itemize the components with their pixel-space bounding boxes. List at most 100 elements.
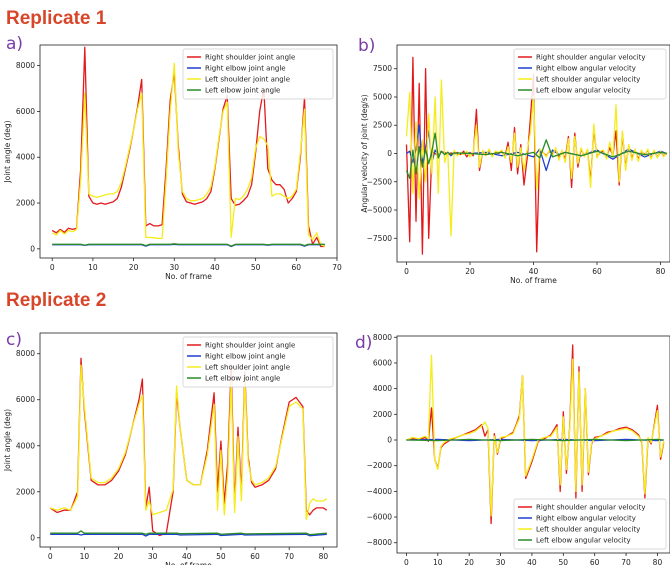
x-tick-label: 10 <box>433 558 443 565</box>
x-tick-label: 40 <box>210 263 220 272</box>
x-tick-label: 0 <box>404 267 409 276</box>
legend-label: Left elbow joint angle <box>205 87 280 95</box>
y-tick-label: 0 <box>30 533 35 542</box>
x-tick-label: 0 <box>404 558 409 565</box>
plot-frame <box>39 44 338 259</box>
series-group <box>49 357 328 537</box>
series-line-3 <box>51 62 326 248</box>
panel-c-label: c) <box>6 330 22 350</box>
x-tick-label: 10 <box>88 263 98 272</box>
x-tick-label: 20 <box>465 267 475 276</box>
x-axis-label: No. of frame <box>165 561 212 565</box>
series-line-4 <box>405 132 667 180</box>
y-tick-label: 6000 <box>373 358 392 367</box>
y-tick-label: −2500 <box>367 177 393 186</box>
x-tick-label: 10 <box>80 552 90 561</box>
x-tick-label: 20 <box>129 263 139 272</box>
x-tick-label: 70 <box>284 552 294 561</box>
y-tick-label: 4000 <box>16 441 35 450</box>
y-tick-label: −7500 <box>367 234 393 243</box>
y-tick-label: −6000 <box>367 513 393 522</box>
legend-label: Right elbow angular velocity <box>536 515 636 523</box>
x-tick-label: 50 <box>251 263 261 272</box>
series-line-4 <box>406 438 664 442</box>
plot-frame <box>39 332 338 548</box>
y-tick-label: 8000 <box>16 61 35 70</box>
replicate-2-title: Replicate 2 <box>6 290 107 311</box>
legend-box <box>182 48 334 100</box>
plot-frame <box>396 335 670 554</box>
x-tick-label: 0 <box>48 552 53 561</box>
y-tick-label: 0 <box>30 244 35 253</box>
x-tick-label: 80 <box>319 552 329 561</box>
legend-label: Right elbow angular velocity <box>536 65 636 73</box>
series-line-3 <box>406 354 665 517</box>
x-tick-label: 0 <box>50 263 55 272</box>
legend-label: Left elbow angular velocity <box>536 87 631 95</box>
x-tick-label: 40 <box>527 558 537 565</box>
replicate-1-title: Replicate 1 <box>6 8 107 29</box>
x-tick-label: 30 <box>148 552 158 561</box>
y-tick-label: 6000 <box>16 107 35 116</box>
series-line-1 <box>51 46 325 248</box>
x-axis-label: No. of frame <box>165 272 212 281</box>
legend-label: Right elbow joint angle <box>205 65 286 73</box>
x-axis-label: No. of frame <box>510 276 557 285</box>
y-tick-label: 0 <box>387 436 392 445</box>
x-tick-label: 30 <box>496 558 506 565</box>
y-tick-label: 2500 <box>373 121 392 130</box>
y-tick-label: 4000 <box>373 384 392 393</box>
legend-label: Right shoulder angular velocity <box>536 504 646 512</box>
panel-a-label: a) <box>6 34 24 54</box>
series-group <box>405 56 668 255</box>
x-tick-label: 40 <box>529 267 539 276</box>
legend-label: Left shoulder angular velocity <box>536 526 640 534</box>
legend-box <box>182 336 334 388</box>
panel-d-label: d) <box>355 333 373 353</box>
y-tick-label: 5000 <box>373 92 392 101</box>
y-tick-label: −8000 <box>367 538 393 547</box>
legend-label: Right elbow joint angle <box>205 353 286 361</box>
legend-label: Right shoulder angular velocity <box>536 54 646 62</box>
x-tick-label: 60 <box>292 263 302 272</box>
series-line-4 <box>52 243 325 247</box>
x-tick-label: 40 <box>182 552 192 561</box>
y-tick-label: 7500 <box>373 64 392 73</box>
legend-box <box>513 48 667 100</box>
x-tick-label: 50 <box>216 552 226 561</box>
x-tick-label: 50 <box>559 558 569 565</box>
x-tick-label: 60 <box>250 552 260 561</box>
legend-label: Right shoulder joint angle <box>205 54 295 62</box>
y-axis-label: Joint angle (deg) <box>3 409 12 472</box>
y-tick-label: 6000 <box>16 395 35 404</box>
series-group <box>51 46 326 248</box>
y-tick-label: 8000 <box>373 333 392 342</box>
x-tick-label: 60 <box>592 267 602 276</box>
legend-label: Left shoulder joint angle <box>205 76 290 84</box>
x-tick-label: 20 <box>114 552 124 561</box>
y-tick-label: 2000 <box>373 410 392 419</box>
y-tick-label: 2000 <box>16 199 35 208</box>
legend-label: Left elbow joint angle <box>205 375 280 383</box>
x-tick-label: 80 <box>653 558 663 565</box>
y-axis-label: Angular velocity of joint (deg/s) <box>360 94 369 212</box>
legend-label: Left elbow angular velocity <box>536 537 631 545</box>
y-tick-label: 0 <box>387 149 392 158</box>
legend-label: Left shoulder angular velocity <box>536 76 640 84</box>
y-tick-label: −2000 <box>367 461 393 470</box>
series-line-4 <box>50 530 327 536</box>
series-line-3 <box>49 364 328 521</box>
legend-label: Right shoulder joint angle <box>205 342 295 350</box>
y-tick-label: −4000 <box>367 487 393 496</box>
series-line-2 <box>50 533 327 537</box>
legend-box <box>513 498 667 550</box>
y-axis-label: Joint angle (deg) <box>3 120 12 183</box>
series-line-3 <box>405 79 668 237</box>
y-tick-label: 8000 <box>16 349 35 358</box>
x-tick-label: 60 <box>590 558 600 565</box>
x-tick-label: 30 <box>169 263 179 272</box>
y-tick-label: 2000 <box>16 487 35 496</box>
